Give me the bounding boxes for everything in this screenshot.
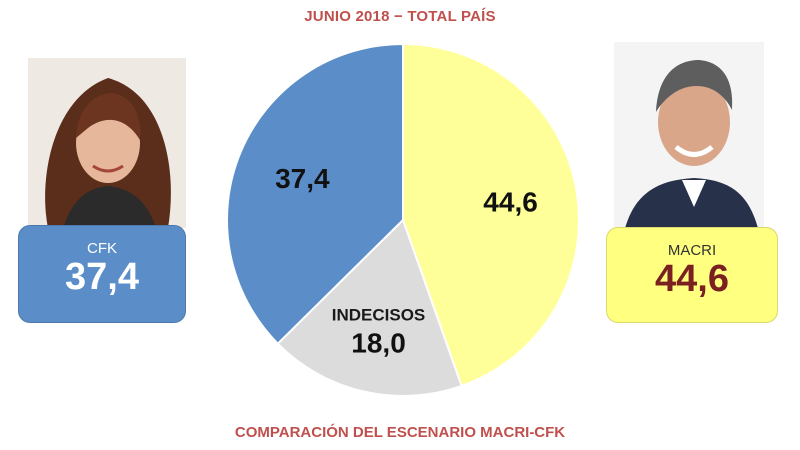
cfk-value: 37,4 (65, 256, 139, 298)
slice-value-label: 44,6 (483, 187, 538, 218)
slice-value-label: 18,0 (351, 327, 406, 358)
macri-photo (614, 42, 764, 232)
slice-value-label: 37,4 (275, 163, 330, 194)
slice-label: INDECISOS (332, 305, 426, 324)
macri-card: MACRI 44,6 (606, 227, 778, 323)
macri-value: 44,6 (655, 258, 729, 300)
cfk-card: CFK 37,4 (18, 225, 186, 323)
cfk-photo (28, 58, 186, 228)
macri-name: MACRI (667, 242, 717, 259)
cfk-name: CFK (87, 240, 117, 257)
pie-slice (226, 42, 404, 346)
chart-title: JUNIO 2018 − TOTAL PAÍS (304, 8, 496, 25)
pie-slice (276, 218, 463, 397)
pie-slice (402, 42, 580, 388)
chart-caption: COMPARACIÓN DEL ESCENARIO MACRI-CFK (234, 424, 566, 441)
